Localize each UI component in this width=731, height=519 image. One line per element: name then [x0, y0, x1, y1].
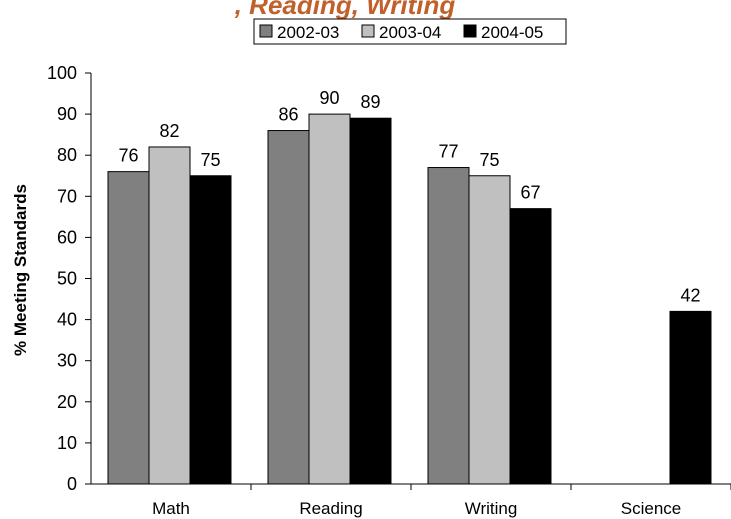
bar-2002-03-Writing — [427, 167, 470, 485]
x-category-label: Writing — [465, 499, 518, 518]
y-tick-label: 0 — [67, 474, 77, 494]
legend-label: 2004-05 — [481, 23, 543, 42]
legend-label: 2003-04 — [379, 23, 441, 42]
y-tick-label: 30 — [57, 351, 77, 371]
data-label: 75 — [200, 150, 220, 170]
data-label: 76 — [118, 146, 138, 166]
bar-2004-05-Science — [669, 310, 712, 485]
legend-swatch — [259, 24, 273, 38]
y-tick-label: 80 — [57, 145, 77, 165]
bar-2004-05-Reading — [349, 117, 392, 485]
x-category-label: Reading — [299, 499, 362, 518]
y-tick-label: 100 — [47, 63, 77, 83]
y-tick-label: 20 — [57, 392, 77, 412]
data-label: 75 — [479, 150, 499, 170]
bar-2004-05-Writing — [509, 208, 552, 485]
x-category-label: Science — [621, 499, 681, 518]
legend-label: 2002-03 — [277, 23, 339, 42]
y-axis-ticks: 0 10 20 30 40 50 60 70 80 90 100 — [47, 63, 91, 494]
x-category-label: Math — [152, 499, 190, 518]
bars — [107, 113, 712, 485]
chart-title: , Reading, Writing — [234, 0, 456, 20]
bar-2003-04-Reading — [308, 113, 351, 485]
data-label: 82 — [159, 121, 179, 141]
y-tick-label: 50 — [57, 269, 77, 289]
legend-swatch — [463, 24, 477, 38]
legend-box — [253, 18, 567, 45]
data-label: 90 — [319, 88, 339, 108]
data-label: 42 — [680, 285, 700, 305]
legend-swatch — [361, 24, 375, 38]
y-tick-label: 10 — [57, 433, 77, 453]
y-tick-label: 60 — [57, 227, 77, 247]
bar-2002-03-Reading — [267, 130, 310, 485]
data-label: 86 — [278, 105, 298, 125]
legend: 2002-03 2003-04 2004-05 — [253, 18, 567, 45]
bar-2004-05-Math — [189, 175, 232, 485]
bar-2003-04-Writing — [468, 175, 511, 485]
y-axis-label: % Meeting Standards — [11, 184, 30, 356]
y-tick-label: 40 — [57, 310, 77, 330]
data-labels: 76 82 75 86 90 89 77 75 67 42 — [118, 88, 700, 305]
data-label: 77 — [438, 142, 458, 162]
bar-2003-04-Math — [148, 146, 191, 485]
y-tick-label: 70 — [57, 186, 77, 206]
y-tick-label: 90 — [57, 104, 77, 124]
data-label: 89 — [360, 92, 380, 112]
legend-items: 2002-03 2003-04 2004-05 — [259, 23, 543, 42]
bar-2002-03-Math — [107, 171, 150, 485]
x-axis-categories: Math Reading Writing Science — [152, 484, 731, 518]
data-label: 67 — [520, 183, 540, 203]
